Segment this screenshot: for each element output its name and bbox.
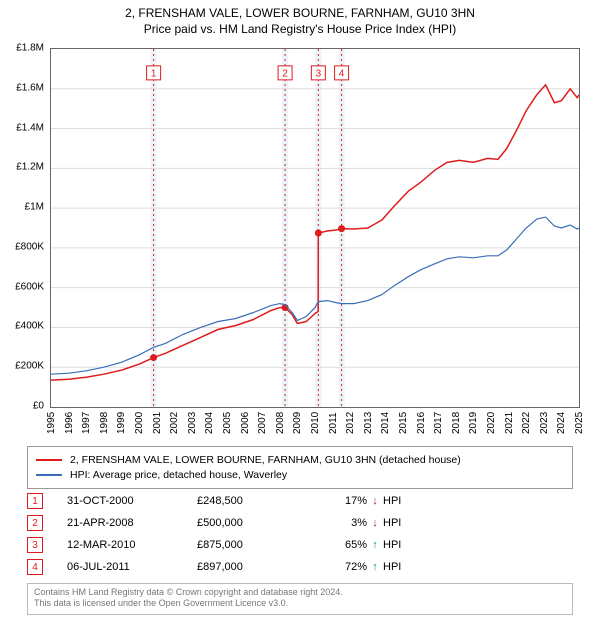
arrow-up-icon: ↑ [367,539,383,551]
footer-line1: Contains HM Land Registry data © Crown c… [34,587,566,598]
event-pct: 72% [307,561,367,573]
x-tick-label: 2015 [398,412,409,434]
x-tick-label: 2013 [363,412,374,434]
svg-text:4: 4 [339,68,345,79]
title-sub: Price paid vs. HM Land Registry's House … [0,22,600,36]
plot-area: 1 2 3 4 [50,48,580,408]
event-number-box: 3 [27,537,43,553]
event-pct: 65% [307,539,367,551]
x-tick-label: 2024 [556,412,567,434]
x-tick-label: 2004 [204,412,215,434]
event-price: £897,000 [197,561,307,573]
x-tick-label: 1999 [116,412,127,434]
legend-swatch [36,474,62,476]
x-tick-label: 2006 [240,412,251,434]
event-date: 12-MAR-2010 [67,539,197,551]
y-tick-label: £1.2M [16,162,44,173]
y-tick-label: £1.6M [16,82,44,93]
x-tick-label: 2001 [152,412,163,434]
title-main: 2, FRENSHAM VALE, LOWER BOURNE, FARNHAM,… [0,6,600,20]
footer-box: Contains HM Land Registry data © Crown c… [27,583,573,615]
y-tick-label: £1M [25,202,44,213]
x-tick-label: 2017 [433,412,444,434]
x-tick-label: 1996 [64,412,75,434]
arrow-up-icon: ↑ [367,561,383,573]
footer-line2: This data is licensed under the Open Gov… [34,598,566,609]
y-tick-label: £600K [15,281,44,292]
x-tick-label: 2019 [468,412,479,434]
x-tick-label: 2023 [539,412,550,434]
event-hpi-label: HPI [383,561,423,573]
chart-svg: 1 2 3 4 [51,49,579,407]
event-date: 21-APR-2008 [67,517,197,529]
event-date: 31-OCT-2000 [67,495,197,507]
event-row: 2 21-APR-2008£500,0003%↓HPI [27,512,573,534]
event-price: £875,000 [197,539,307,551]
x-tick-label: 2016 [416,412,427,434]
svg-text:3: 3 [316,68,322,79]
page-root: 2, FRENSHAM VALE, LOWER BOURNE, FARNHAM,… [0,0,600,620]
y-tick-label: £1.8M [16,43,44,54]
event-pct: 17% [307,495,367,507]
event-number-box: 2 [27,515,43,531]
y-tick-label: £200K [15,361,44,372]
legend-label: 2, FRENSHAM VALE, LOWER BOURNE, FARNHAM,… [70,454,461,466]
x-tick-label: 2007 [257,412,268,434]
arrow-down-icon: ↓ [367,517,383,529]
arrow-down-icon: ↓ [367,495,383,507]
event-price: £248,500 [197,495,307,507]
x-tick-label: 2008 [275,412,286,434]
y-tick-label: £400K [15,321,44,332]
x-tick-label: 2018 [451,412,462,434]
legend-item: 2, FRENSHAM VALE, LOWER BOURNE, FARNHAM,… [36,452,564,467]
x-axis: 1995199619971998199920002001200220032004… [50,408,580,442]
x-tick-label: 2014 [380,412,391,434]
legend-item: HPI: Average price, detached house, Wave… [36,467,564,482]
x-tick-label: 2010 [310,412,321,434]
x-tick-label: 2003 [187,412,198,434]
x-tick-label: 2011 [328,412,339,434]
x-tick-label: 2000 [134,412,145,434]
x-tick-label: 1998 [99,412,110,434]
event-pct: 3% [307,517,367,529]
event-hpi-label: HPI [383,539,423,551]
x-tick-label: 1997 [81,412,92,434]
event-row: 3 12-MAR-2010£875,00065%↑HPI [27,534,573,556]
y-tick-label: £0 [33,401,44,412]
x-tick-label: 2002 [169,412,180,434]
event-row: 4 06-JUL-2011£897,00072%↑HPI [27,556,573,578]
svg-text:1: 1 [151,68,157,79]
event-number-box: 4 [27,559,43,575]
svg-text:2: 2 [282,68,288,79]
x-tick-label: 2021 [504,412,515,434]
event-row: 1 31-OCT-2000£248,50017%↓HPI [27,490,573,512]
y-axis: £0£200K£400K£600K£800K£1M£1.2M£1.4M£1.6M… [0,48,48,408]
x-tick-label: 2022 [521,412,532,434]
event-number-box: 1 [27,493,43,509]
legend-box: 2, FRENSHAM VALE, LOWER BOURNE, FARNHAM,… [27,446,573,489]
legend-swatch [36,459,62,461]
x-tick-label: 1995 [46,412,57,434]
x-tick-label: 2020 [486,412,497,434]
x-tick-label: 2005 [222,412,233,434]
event-hpi-label: HPI [383,517,423,529]
y-tick-label: £1.4M [16,122,44,133]
x-tick-label: 2025 [574,412,585,434]
event-date: 06-JUL-2011 [67,561,197,573]
event-hpi-label: HPI [383,495,423,507]
x-tick-label: 2012 [345,412,356,434]
x-tick-label: 2009 [292,412,303,434]
events-table: 131-OCT-2000£248,50017%↓HPI221-APR-2008£… [27,490,573,578]
y-tick-label: £800K [15,241,44,252]
chart-titles: 2, FRENSHAM VALE, LOWER BOURNE, FARNHAM,… [0,0,600,36]
event-price: £500,000 [197,517,307,529]
legend-label: HPI: Average price, detached house, Wave… [70,469,287,481]
